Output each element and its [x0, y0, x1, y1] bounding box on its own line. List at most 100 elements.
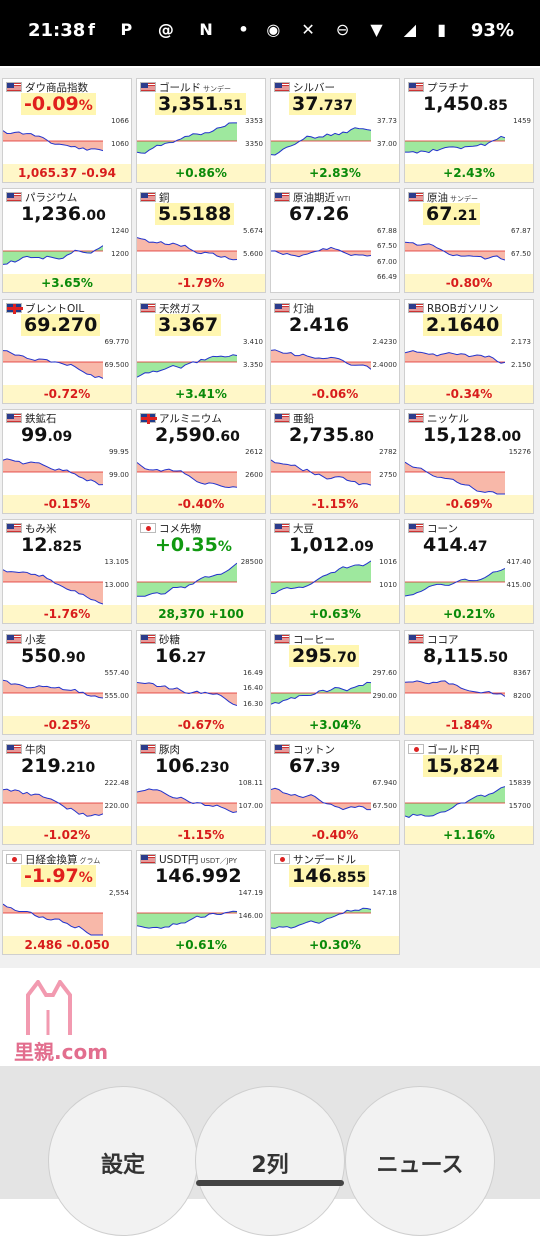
tile-price: 67.39 — [289, 755, 340, 777]
axis-label: 67.50 — [510, 250, 531, 258]
axis-label: 147.19 — [238, 889, 264, 897]
price-line — [405, 786, 505, 818]
commodity-tile[interactable]: 大豆1,012.09101610101003Soybean CFD+0.63% — [270, 519, 400, 624]
price-line — [137, 788, 237, 813]
price-decimal: .00 — [496, 429, 522, 445]
tile-name: サンデードル — [293, 854, 356, 866]
price-decimal: .09 — [349, 539, 374, 555]
axis-label: 1010 — [379, 581, 397, 589]
price-line — [271, 907, 371, 929]
price-line — [271, 787, 371, 811]
news-button[interactable]: ニュース — [345, 1086, 495, 1236]
price-integer: 219 — [21, 755, 61, 777]
price-decimal: .60 — [215, 429, 240, 445]
tile-change: +2.83% — [271, 164, 399, 182]
us-flag-icon — [408, 634, 424, 644]
tile-name: ゴールド — [159, 82, 201, 94]
tile-change: -0.69% — [405, 495, 533, 513]
tile-name: ブレントOIL — [25, 303, 85, 315]
tile-header: 天然ガス — [140, 302, 201, 316]
axis-label: 13.000 — [104, 581, 130, 589]
price-line — [3, 458, 103, 486]
tile-name: 小麦 — [25, 634, 46, 646]
price-integer: 1,012 — [289, 534, 350, 556]
price-line — [137, 462, 237, 488]
axis-label: 2.150 — [510, 361, 531, 369]
commodity-tile[interactable]: もみ米12.82513.10513.00012.795CAPITAL.COM-1… — [2, 519, 132, 624]
ad-banner[interactable]: 里親.com — [0, 968, 540, 1064]
tile-header: アルミニウム — [140, 412, 222, 426]
tile-price: 550.90 — [21, 645, 85, 667]
commodity-grid: ダウ商品指数-0.09%106610601057Dow Jones Commod… — [0, 68, 540, 968]
change-area — [405, 136, 505, 154]
change-area — [137, 563, 237, 597]
price-integer: -1.97 — [24, 865, 79, 887]
axis-label: 67.88 — [376, 227, 397, 235]
axis-label: 1060 — [111, 140, 129, 148]
tile-name: パラジウム — [25, 192, 78, 204]
tile-price: 1,236.00 — [21, 203, 106, 225]
price-line — [137, 562, 237, 597]
tile-header: USDT円 USDT／JPY — [140, 853, 237, 867]
tile-price: 16.27 — [155, 645, 206, 667]
commodity-tile[interactable]: 亜鉛2,735.80278227502729zinc futures-1.15% — [270, 409, 400, 514]
change-area — [405, 786, 505, 818]
home-indicator[interactable] — [196, 1180, 344, 1186]
us-flag-icon — [408, 82, 424, 92]
price-line — [3, 903, 103, 936]
commodity-tile[interactable]: コメ先物+0.35%2850028370米穀指数28,370 +100 — [136, 519, 266, 624]
columns-button[interactable]: 2列 — [195, 1086, 345, 1236]
tile-price: 146.992 — [155, 865, 242, 887]
us-flag-icon — [140, 303, 156, 313]
tile-change: 2.486 -0.050 — [3, 936, 131, 954]
sparkline-chart — [271, 560, 371, 595]
tile-change: +3.41% — [137, 385, 265, 403]
us-flag-icon — [408, 303, 424, 313]
sparkline-chart — [271, 127, 371, 156]
tile-name: シルバー — [293, 82, 335, 94]
tile-header: ココア — [408, 633, 459, 647]
change-area — [137, 911, 237, 929]
axis-label: 69.500 — [104, 361, 130, 369]
axis-label: 69.770 — [104, 338, 130, 346]
us-flag-icon — [6, 192, 22, 202]
us-flag-icon — [408, 192, 424, 202]
commodity-tile[interactable]: ゴールドサンデー3,351.51335333503310金トロイオンス/ドル+0… — [136, 78, 266, 183]
tile-name: 大豆 — [293, 523, 314, 535]
commodity-tile[interactable]: USDT円USDT／JPY146.992147.19146.00145.40テザ… — [136, 850, 266, 955]
sparkline-chart — [271, 459, 371, 486]
settings-button[interactable]: 設定 — [48, 1086, 198, 1236]
price-integer: 146.992 — [155, 865, 242, 887]
sparkline-chart — [271, 787, 371, 811]
commodity-tile[interactable]: ダウ商品指数-0.09%106610601057Dow Jones Commod… — [2, 78, 132, 183]
tile-subname: サンデー — [203, 85, 231, 93]
price-line — [405, 680, 505, 697]
commodity-tile[interactable]: 原油期近 WTI 67.26 67.88 67.50 67.00 66.49 — [270, 188, 400, 293]
price-integer: 295 — [292, 645, 332, 667]
battery-level: 93% — [470, 20, 514, 41]
us-flag-icon — [6, 413, 22, 423]
